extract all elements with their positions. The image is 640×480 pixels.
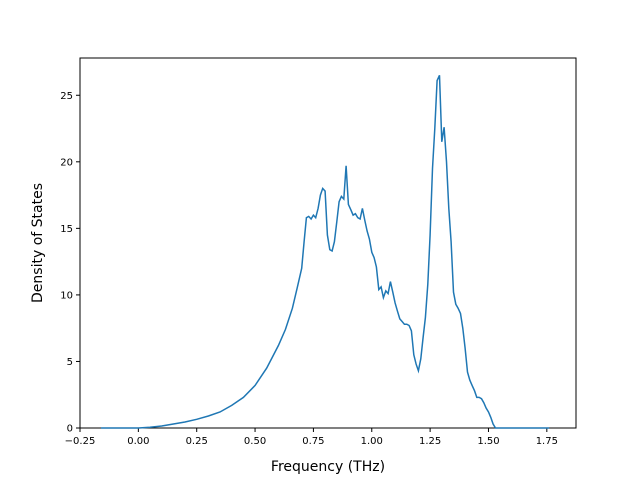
y-axis-label: Density of States — [30, 183, 46, 303]
y-axis-ticks: 0 5 10 15 20 25 — [60, 91, 80, 435]
x-tick-label: 0.00 — [127, 436, 149, 447]
x-tick-label: 1.50 — [477, 436, 499, 447]
x-tick-label: 0.25 — [186, 436, 208, 447]
x-tick-label: 0.50 — [244, 436, 266, 447]
y-tick-label: 15 — [60, 224, 73, 235]
x-tick-label: 1.75 — [536, 436, 558, 447]
plot-area-frame — [79, 57, 577, 429]
x-tick-label: 1.00 — [361, 436, 383, 447]
x-tick-label: −0.25 — [65, 436, 96, 447]
y-tick-label: 5 — [67, 357, 73, 368]
y-tick-label: 25 — [60, 91, 73, 102]
x-axis-label: Frequency (THz) — [271, 459, 385, 475]
y-tick-label: 0 — [67, 424, 73, 435]
x-tick-label: 0.75 — [302, 436, 324, 447]
y-tick-label: 10 — [60, 290, 73, 301]
x-tick-label: 1.25 — [419, 436, 441, 447]
dos-series-line — [101, 74, 550, 429]
x-axis-ticks: −0.25 0.00 0.25 0.50 0.75 1.00 1.25 1.50 1.75 — [65, 428, 558, 447]
y-tick-label: 20 — [60, 157, 73, 168]
